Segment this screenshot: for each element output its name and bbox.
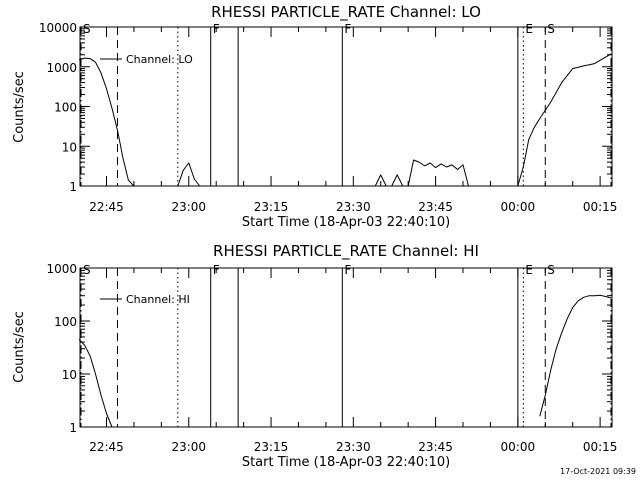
- series-line: [517, 53, 612, 187]
- x-tick-label: 23:15: [254, 200, 289, 214]
- x-tick-label: 23:00: [171, 200, 206, 214]
- series-line: [374, 174, 387, 187]
- x-axis-label: Start Time (18-Apr-03 22:40:10): [242, 455, 450, 470]
- panel-lo: RHESSI PARTICLE_RATE Channel: LO 1 10 100 10…: [12, 3, 617, 230]
- event-marker-label: F: [213, 263, 220, 277]
- x-tick-label: 22:45: [89, 200, 124, 214]
- plot-frame: [79, 26, 613, 187]
- event-marker-label: E: [525, 22, 533, 36]
- series-line: [407, 159, 469, 187]
- series-line: [78, 57, 135, 187]
- event-marker-label: E: [525, 263, 533, 277]
- x-tick-label: 00:00: [501, 200, 536, 214]
- panel-hi: RHESSI PARTICLE_RATE Channel: HI 1 10 100 10…: [12, 242, 617, 470]
- y-tick-label: 10: [62, 140, 77, 154]
- y-tick-label: 1: [69, 421, 77, 435]
- x-tick-label: 00:00: [501, 440, 536, 454]
- series-line: [177, 162, 201, 187]
- event-marker-label: S: [547, 22, 555, 36]
- series-line: [78, 339, 113, 428]
- x-axis-label: Start Time (18-Apr-03 22:40:10): [242, 215, 450, 230]
- event-marker-label: F: [344, 22, 351, 36]
- series-line: [391, 174, 404, 187]
- x-tick-label: 23:15: [254, 440, 289, 454]
- x-tick-label: 23:45: [418, 440, 453, 454]
- event-marker-label: F: [344, 263, 351, 277]
- y-tick-label: 10000: [39, 21, 77, 35]
- y-tick-label: 1000: [46, 61, 77, 75]
- chart-title: RHESSI PARTICLE_RATE Channel: LO: [211, 3, 481, 22]
- footer-timestamp: 17-Oct-2021 09:39: [560, 467, 636, 476]
- y-tick-label: 100: [54, 315, 77, 329]
- x-tick-label: 00:15: [583, 200, 618, 214]
- y-tick-label: 100: [54, 101, 77, 115]
- y-tick-label: 1: [69, 180, 77, 194]
- x-tick-label: 23:30: [336, 440, 371, 454]
- x-tick-label: 22:45: [89, 440, 124, 454]
- event-marker-label: F: [213, 22, 220, 36]
- y-tick-label: 10: [62, 368, 77, 382]
- x-tick-label: 23:30: [336, 200, 371, 214]
- event-marker-label: S: [83, 22, 91, 36]
- y-axis-label: Counts/sec: [12, 311, 27, 383]
- y-tick-label: 1000: [46, 262, 77, 276]
- legend-label: Channel: LO: [126, 53, 193, 66]
- legend-label: Channel: HI: [126, 293, 190, 306]
- x-tick-label: 23:00: [171, 440, 206, 454]
- x-tick-label: 23:45: [418, 200, 453, 214]
- event-marker-label: S: [83, 263, 91, 277]
- plot-frame: [79, 267, 613, 428]
- event-marker-label: S: [547, 263, 555, 277]
- y-axis-label: Counts/sec: [12, 71, 27, 143]
- series-line: [539, 294, 612, 417]
- x-tick-label: 00:15: [583, 440, 618, 454]
- chart-title: RHESSI PARTICLE_RATE Channel: HI: [213, 242, 479, 261]
